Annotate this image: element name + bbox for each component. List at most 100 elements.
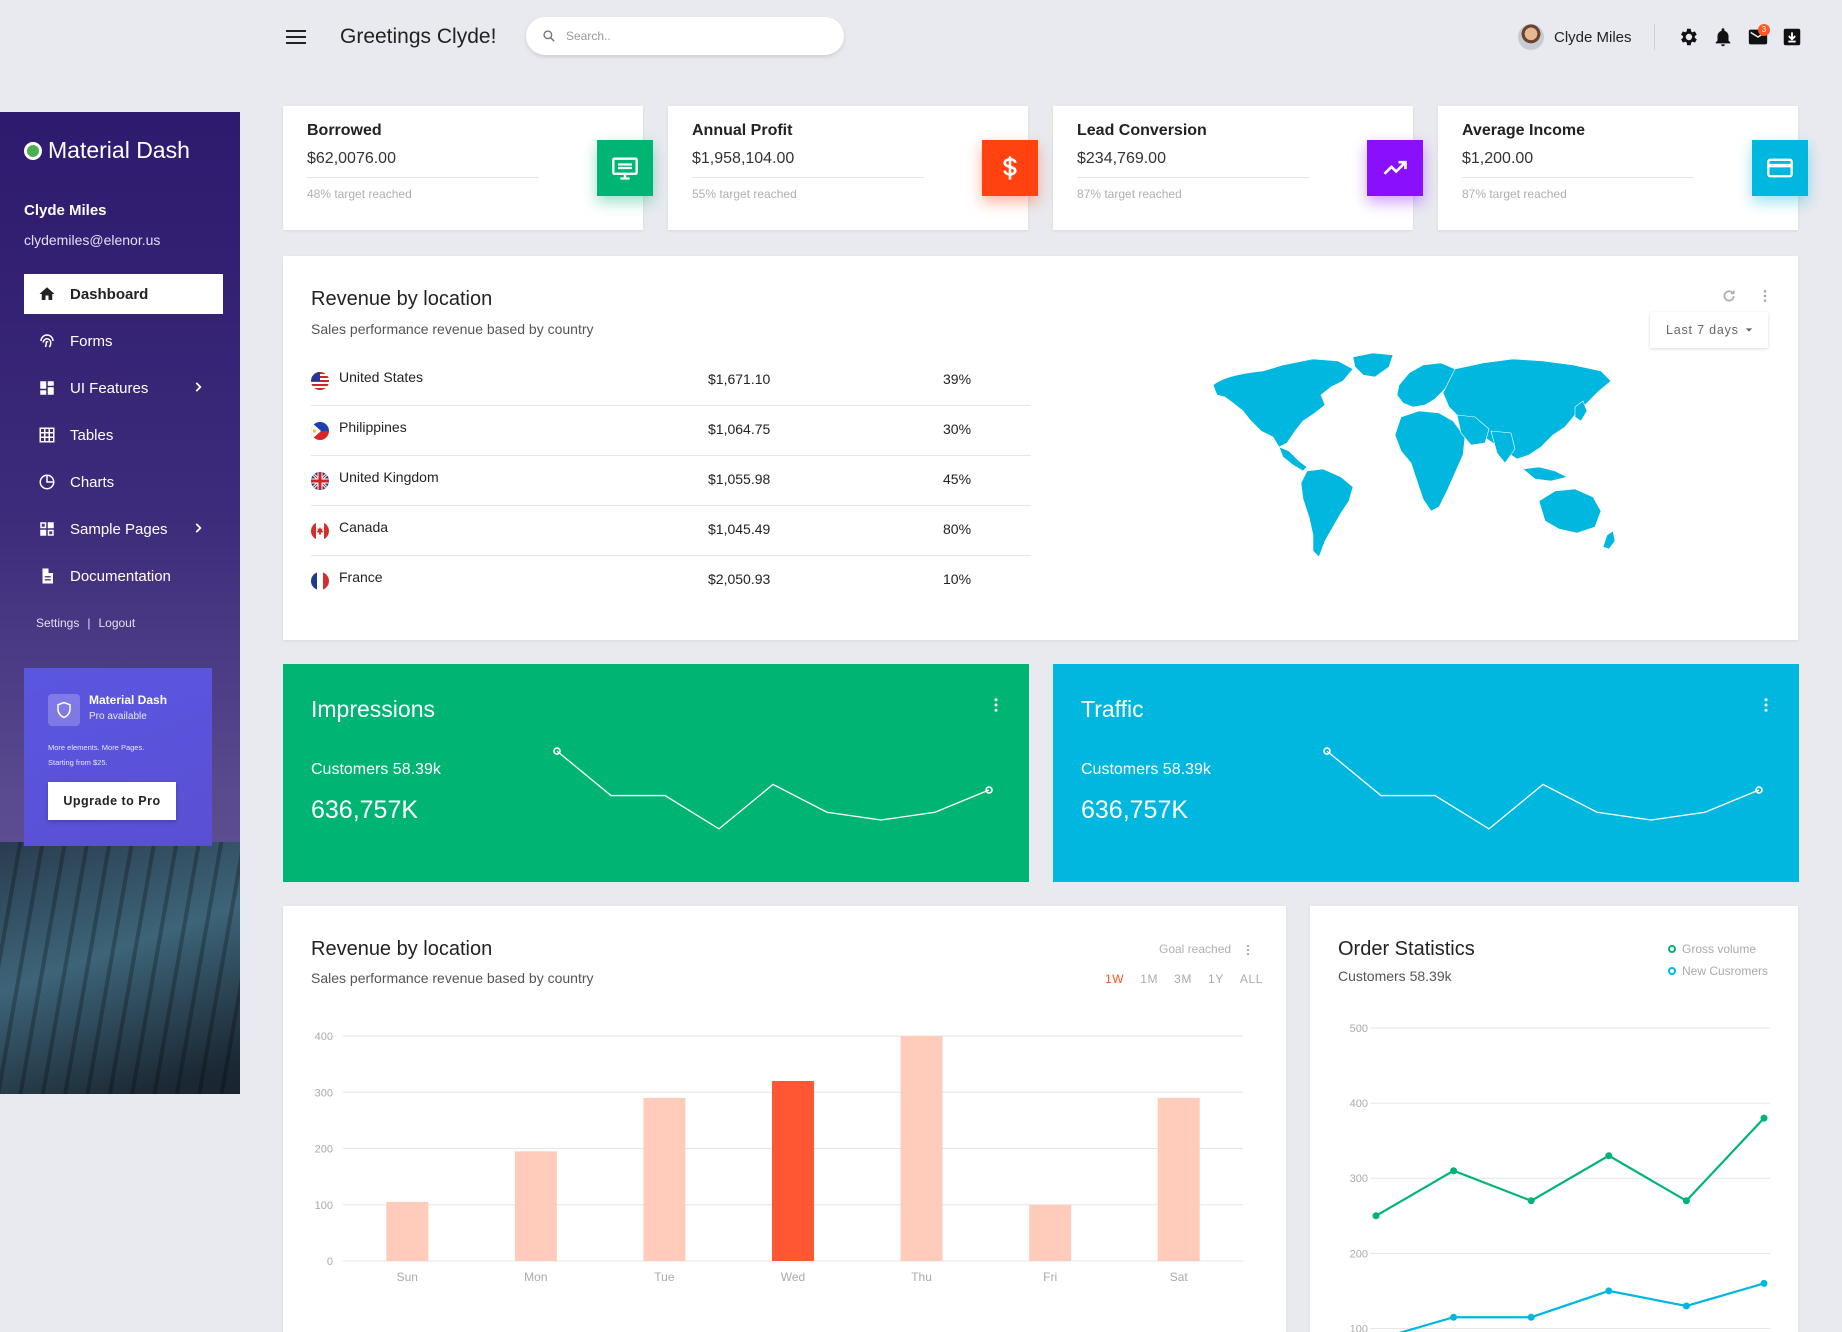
brand-name: Material Dash: [48, 137, 190, 163]
x-tick-label: Tue: [654, 1270, 675, 1284]
series-point: [1450, 1313, 1458, 1321]
more-vert-icon[interactable]: [1757, 694, 1775, 716]
grid-icon: [39, 427, 55, 443]
card-subtitle: Sales performance revenue based by count…: [311, 321, 594, 337]
user-menu[interactable]: Clyde Miles: [1518, 24, 1632, 50]
y-tick-label: 200: [315, 1144, 333, 1156]
map-region-new-zealand[interactable]: [1602, 530, 1616, 550]
gear-icon[interactable]: [1677, 26, 1699, 48]
mail-icon[interactable]: [1747, 26, 1769, 48]
map-region-europe[interactable]: [1396, 362, 1456, 408]
y-tick-label: 300: [1350, 1173, 1368, 1185]
stat-title: Annual Profit: [692, 122, 793, 139]
tab-all[interactable]: ALL: [1239, 972, 1263, 986]
more-vert-icon[interactable]: [1241, 942, 1255, 958]
table-row: France $2,050.93 10%: [311, 556, 1031, 606]
menu-icon[interactable]: [282, 26, 310, 48]
divider: [1077, 177, 1309, 178]
more-vert-icon[interactable]: [1757, 288, 1773, 304]
table-row: United Kingdom $1,055.98 45%: [311, 456, 1031, 506]
brand-logo[interactable]: Material Dash: [24, 137, 190, 164]
revenue-amount: $1,064.75: [708, 421, 771, 437]
sidebar-user-email: clydemiles@elenor.us: [24, 232, 161, 248]
search-bar[interactable]: [526, 17, 844, 55]
sparkline-path: [556, 750, 990, 830]
sidebar-item-sample-pages[interactable]: Sample Pages: [24, 509, 223, 549]
shield-icon: [48, 694, 80, 726]
refresh-icon[interactable]: [1721, 288, 1737, 304]
dashboard-icon: [40, 381, 54, 395]
period-dropdown[interactable]: Last 7 days: [1650, 312, 1768, 348]
map-region-japan[interactable]: [1574, 400, 1588, 422]
search-input[interactable]: [566, 29, 806, 43]
stat-title: Borrowed: [307, 122, 382, 139]
series-point: [1682, 1302, 1690, 1310]
sidebar-item-forms[interactable]: Forms: [24, 321, 223, 361]
sidebar-item-ui-features[interactable]: UI Features: [24, 368, 223, 408]
range-tabs: 1W 1M 3M 1Y ALL: [1105, 972, 1263, 986]
tab-1w[interactable]: 1W: [1105, 972, 1125, 986]
country-name: United Kingdom: [339, 469, 439, 485]
logout-link[interactable]: Logout: [98, 616, 136, 630]
legend-item: New Cusromers: [1668, 964, 1768, 978]
map-region-north-america[interactable]: [1212, 358, 1354, 448]
map-region-greenland[interactable]: [1352, 352, 1394, 378]
stat-title: Lead Conversion: [1077, 122, 1207, 139]
stat-card-average-income: Average Income $1,200.00 87% target reac…: [1438, 106, 1798, 230]
map-region-central-america[interactable]: [1278, 446, 1308, 472]
stat-title: Average Income: [1462, 122, 1586, 139]
tab-3m[interactable]: 3M: [1174, 972, 1192, 986]
sidebar-item-documentation[interactable]: Documentation: [24, 556, 223, 596]
sidebar-item-dashboard[interactable]: Dashboard: [24, 274, 223, 314]
uk-flag-icon: [311, 472, 329, 490]
upgrade-button[interactable]: Upgrade to Pro: [48, 782, 176, 820]
revenue-percent: 45%: [943, 471, 972, 487]
map-region-africa[interactable]: [1394, 410, 1466, 512]
card-title: Order Statistics: [1338, 938, 1475, 960]
pro-subtitle: Pro available: [89, 711, 147, 722]
stat-value: $234,769.00: [1077, 150, 1166, 167]
series-point: [1372, 1212, 1380, 1220]
bar-fri: [1029, 1204, 1072, 1261]
greeting-text: Greetings Clyde!: [340, 25, 497, 48]
series-line: [1375, 1117, 1765, 1217]
ph-flag-icon: [311, 422, 329, 440]
x-tick-label: Wed: [781, 1270, 805, 1284]
bar-wed: [772, 1081, 814, 1261]
series-point: [1760, 1279, 1768, 1287]
sidebar: [0, 112, 240, 1094]
more-vert-icon[interactable]: [987, 694, 1005, 716]
pages-icon: [40, 522, 54, 536]
tab-1y[interactable]: 1Y: [1207, 972, 1224, 986]
world-map[interactable]: [1203, 351, 1623, 561]
table-row: United States $1,671.10 39%: [311, 356, 1031, 406]
sidebar-item-label: Charts: [70, 473, 115, 491]
card-subtitle: Sales performance revenue based by count…: [311, 970, 594, 986]
download-icon[interactable]: [1781, 26, 1803, 48]
sidebar-item-tables[interactable]: Tables: [24, 415, 223, 455]
series-point: [1605, 1152, 1613, 1160]
map-region-middle-east[interactable]: [1456, 414, 1490, 446]
stat-note: 55% target reached: [692, 187, 797, 201]
divider: [1462, 177, 1694, 178]
settings-link[interactable]: Settings: [36, 616, 80, 630]
revenue-amount: $1,055.98: [708, 471, 771, 487]
card-subtitle: Customers 58.39k: [1081, 761, 1211, 778]
us-flag-icon: [311, 372, 329, 390]
credit-card-icon: [1752, 140, 1808, 196]
map-region-australia[interactable]: [1538, 488, 1602, 534]
caret-down-icon: [1745, 328, 1752, 332]
y-tick-label: 100: [1350, 1323, 1368, 1332]
map-region-indonesia[interactable]: [1522, 466, 1568, 482]
map-region-india[interactable]: [1490, 430, 1516, 464]
y-tick-label: 400: [315, 1031, 333, 1043]
sidebar-item-charts[interactable]: Charts: [24, 462, 223, 502]
tab-1m[interactable]: 1M: [1140, 972, 1159, 986]
link-separator: |: [87, 616, 91, 630]
map-region-south-america[interactable]: [1300, 468, 1354, 558]
bell-icon[interactable]: [1712, 26, 1734, 48]
country-name: Philippines: [339, 419, 407, 435]
card-title: Traffic: [1081, 696, 1144, 722]
traffic-sparkline: [1323, 747, 1763, 830]
impressions-sparkline: [553, 747, 993, 830]
